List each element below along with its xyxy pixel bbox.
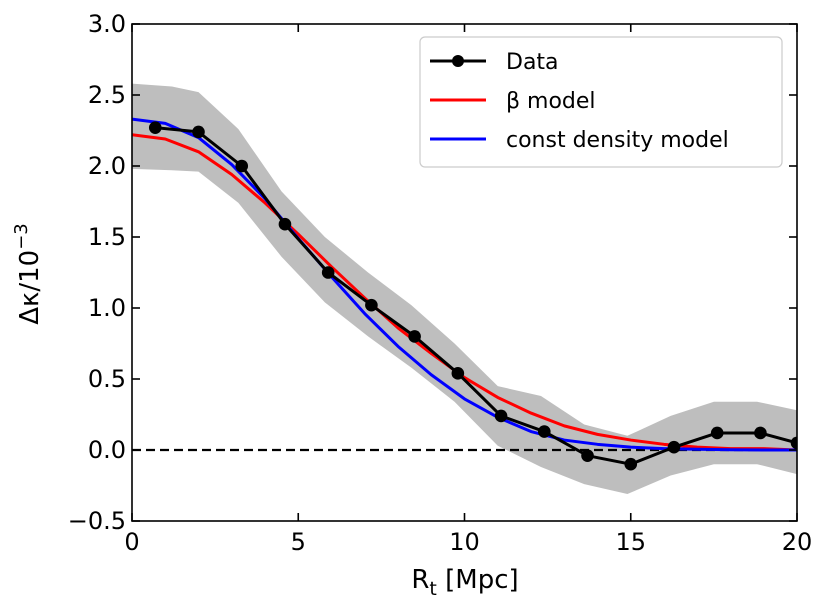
x-tick-label-0: 0 <box>124 528 139 556</box>
y-axis-label: Δκ/10−3 <box>11 223 45 325</box>
plot-content <box>132 83 797 495</box>
series-line-const-density-model <box>132 117 797 452</box>
x-axis-label-subscript: t <box>429 578 436 600</box>
data-point-7 <box>451 367 465 380</box>
data-point-8 <box>494 409 508 423</box>
axes: 0 5 10 15 20 −0.5 0.0 0.5 1.0 1.5 2.0 2.5 3.0 <box>68 10 813 556</box>
x-tick-label-1: 5 <box>291 528 306 556</box>
y-tick-label-6: 2.5 <box>88 81 126 109</box>
data-point-11 <box>624 457 638 471</box>
x-tick-label-4: 20 <box>782 528 813 556</box>
data-point-12 <box>667 440 681 454</box>
x-axis-label: Rt [Mpc] <box>411 565 518 600</box>
x-axis-label-main: R <box>411 565 429 595</box>
legend-box <box>419 36 783 168</box>
x-tick-label-3: 15 <box>615 528 646 556</box>
y-tick-label-5: 2.0 <box>88 152 126 180</box>
series-line-model <box>132 133 797 452</box>
data-point-10 <box>581 449 594 462</box>
legend-marker-data <box>452 55 464 67</box>
y-tick-label-1: 0.0 <box>88 436 126 464</box>
data-point-9 <box>538 425 551 438</box>
data-point-4 <box>321 266 335 279</box>
data-point-6 <box>408 330 421 343</box>
y-tick-label-4: 1.5 <box>88 223 126 251</box>
data-point-5 <box>365 298 378 312</box>
legend-label-data: Data <box>506 50 559 75</box>
data-point-3 <box>278 217 292 231</box>
uncertainty-band <box>132 83 797 495</box>
data-point-2 <box>235 159 249 173</box>
series-line-data <box>155 126 797 466</box>
y-tick-label-7: 3.0 <box>88 10 126 38</box>
plot-area <box>132 83 797 495</box>
x-tick-label-2: 10 <box>449 528 480 556</box>
data-point-13 <box>710 426 724 440</box>
data-point-14 <box>754 426 767 440</box>
y-tick-label-0: −0.5 <box>68 507 126 535</box>
y-axis-label-main: Δκ/10 <box>15 250 45 325</box>
legend: Data β model const density model <box>419 36 783 168</box>
y-tick-label-3: 1.0 <box>88 294 126 322</box>
x-axis-label-unit: [Mpc] <box>437 565 519 595</box>
y-tick-label-2: 0.5 <box>88 365 126 393</box>
legend-label-beta-model: β model <box>506 89 596 114</box>
data-point-15 <box>790 436 797 450</box>
y-axis-label-exponent: −3 <box>11 223 32 250</box>
data-point-0 <box>148 121 162 134</box>
data-point-1 <box>192 125 205 139</box>
legend-label-const-density-model: const density model <box>506 128 729 153</box>
